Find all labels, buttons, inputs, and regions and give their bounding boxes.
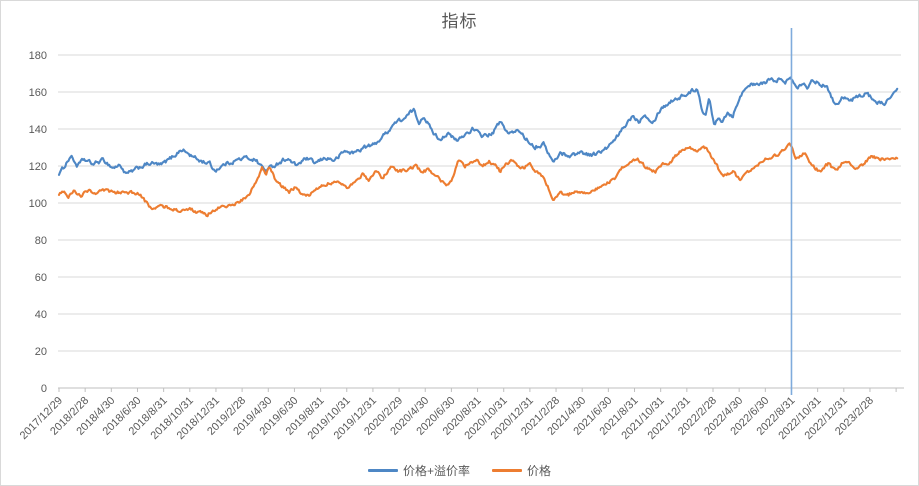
series-line-price[interactable] — [57, 142, 899, 218]
chart-title: 指标 — [441, 12, 478, 31]
legend-line-swatch-blue-icon — [367, 469, 398, 472]
y-tick-label: 160 — [29, 87, 47, 99]
series-line-price-plus-premium[interactable] — [57, 76, 899, 176]
y-tick-label: 120 — [29, 161, 47, 173]
legend-item-price[interactable]: 价格 — [492, 462, 551, 479]
y-tick-label: 80 — [35, 235, 47, 247]
legend-item-price-plus-premium[interactable]: 价格+溢价率 — [367, 462, 470, 479]
legend-label-price-plus-premium: 价格+溢价率 — [402, 464, 470, 478]
x-axis-labels: 2017/12/292018/2/282018/4/302018/6/30201… — [18, 395, 876, 442]
y-tick-label: 140 — [29, 124, 47, 136]
legend: 价格+溢价率 价格 — [1, 462, 918, 479]
y-tick-label: 60 — [35, 272, 47, 284]
gridlines — [58, 54, 901, 352]
y-tick-label: 180 — [29, 50, 47, 62]
y-tick-label: 20 — [35, 346, 47, 358]
y-tick-label: 0 — [41, 383, 47, 395]
x-axis — [58, 387, 904, 392]
legend-label-price: 价格 — [527, 464, 552, 478]
y-tick-label: 40 — [35, 309, 47, 321]
y-tick-label: 100 — [29, 198, 47, 210]
legend-line-swatch-orange-icon — [492, 469, 522, 472]
y-axis-labels: 0 20 40 60 80 100 120 140 160 180 — [29, 50, 47, 395]
